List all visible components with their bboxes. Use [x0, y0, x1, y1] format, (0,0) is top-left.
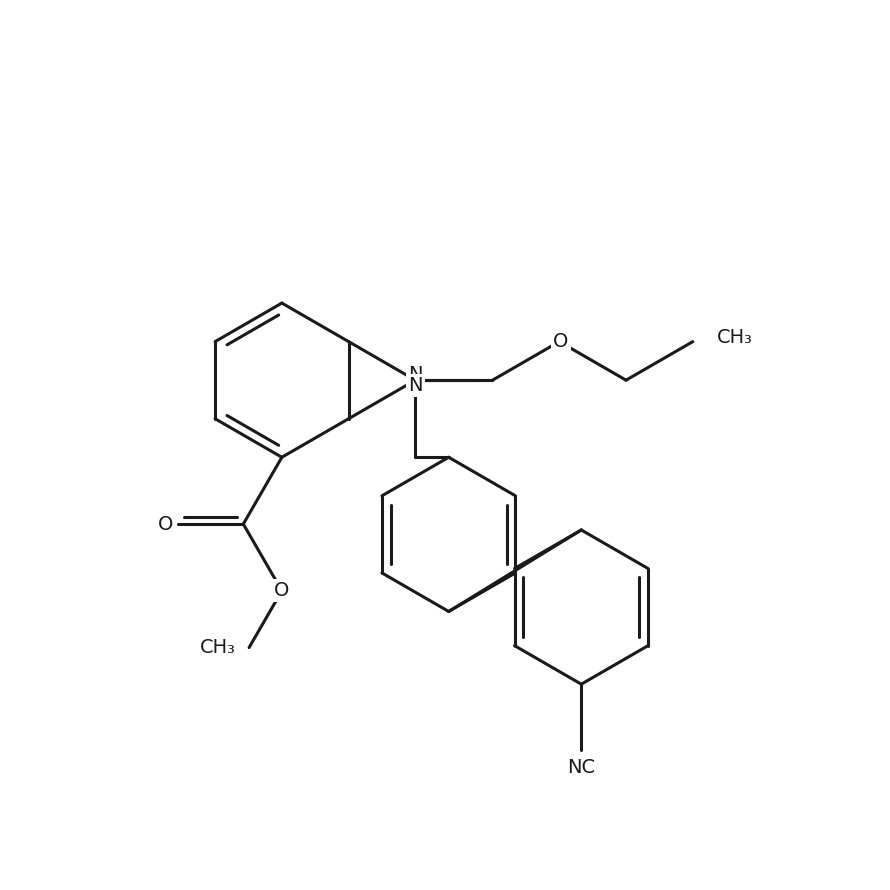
- Text: O: O: [158, 514, 174, 533]
- Text: CH₃: CH₃: [200, 638, 236, 657]
- Text: N: N: [409, 366, 423, 384]
- Text: N: N: [409, 376, 423, 395]
- Text: O: O: [274, 581, 289, 600]
- Text: CH₃: CH₃: [717, 328, 753, 347]
- Text: O: O: [554, 332, 569, 352]
- Text: NC: NC: [567, 758, 595, 778]
